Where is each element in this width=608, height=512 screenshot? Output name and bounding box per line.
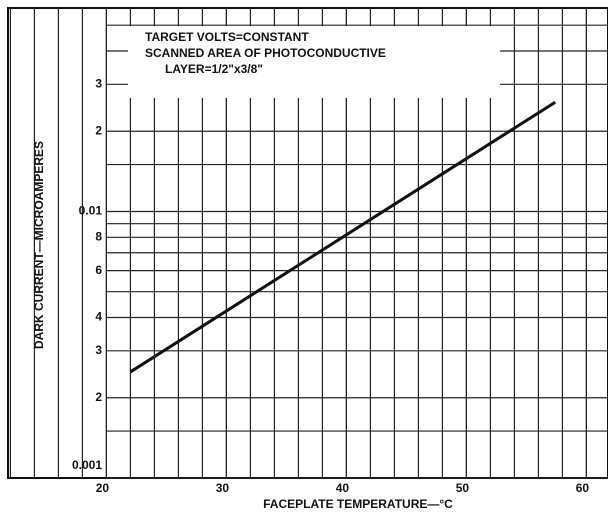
y-tick-label: 2 (95, 390, 102, 404)
y-tick-label: 8 (95, 229, 102, 243)
y-tick-label: 3 (95, 76, 102, 90)
y-tick-label: 6 (95, 263, 102, 277)
annotation: LAYER=1/2"x3/8" (165, 62, 263, 76)
data-line (129, 100, 557, 374)
y-axis-label: DARK CURRENT—MICROAMPERES (32, 141, 46, 349)
annotation: SCANNED AREA OF PHOTOCONDUCTIVE (145, 46, 386, 60)
x-tick-label: 40 (336, 481, 350, 495)
y-tick-label: 3 (95, 343, 102, 357)
y-tick-label: 4 (95, 310, 102, 324)
x-tick-label: 30 (216, 481, 230, 495)
annotation: TARGET VOLTS=CONSTANT (145, 30, 309, 44)
y-tick-label: 2 (95, 123, 102, 137)
y-tick-label: 0.001 (72, 458, 102, 472)
x-axis-label: FACEPLATE TEMPERATURE—°C (263, 497, 453, 511)
x-tick-label: 20 (96, 481, 110, 495)
x-tick-label: 50 (456, 481, 470, 495)
annotation-box (128, 26, 500, 98)
x-tick-label: 60 (576, 481, 590, 495)
y-tick-label: 0.01 (79, 204, 103, 218)
